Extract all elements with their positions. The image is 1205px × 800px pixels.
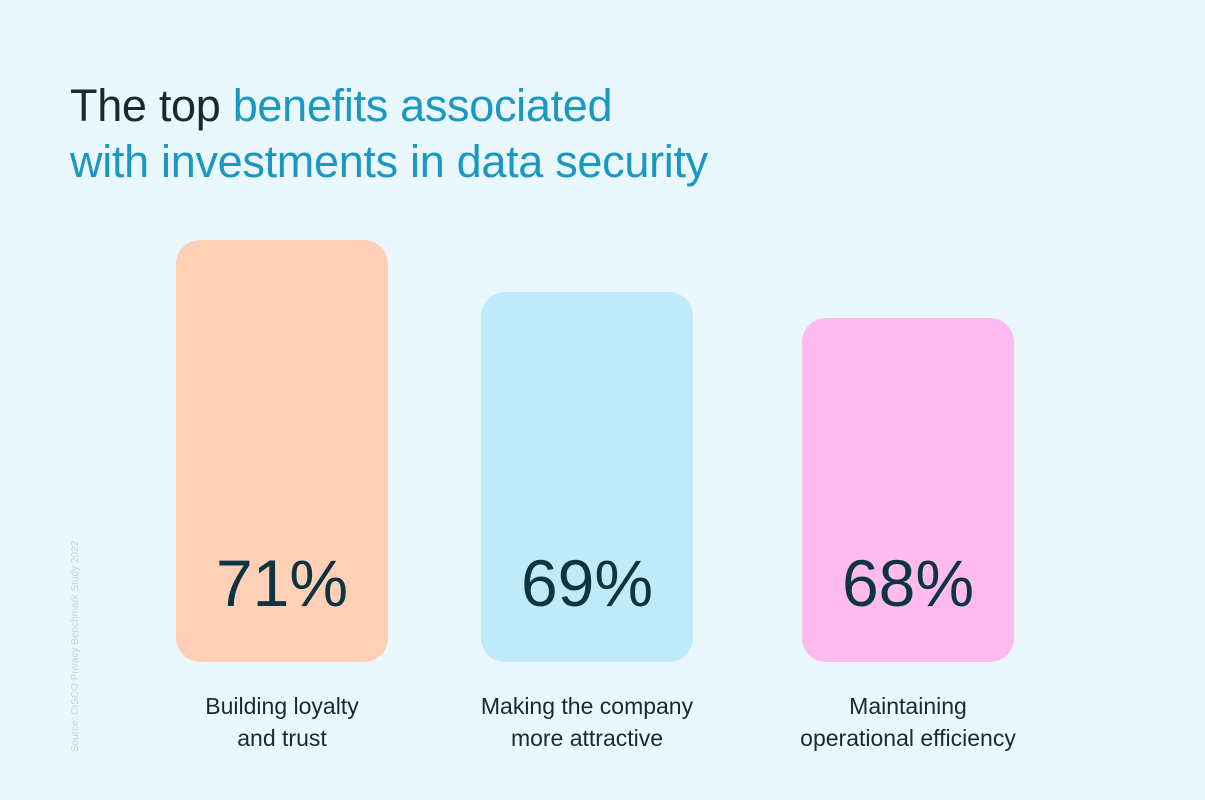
category-label-line: Building loyalty <box>205 693 359 719</box>
data-label: 68% <box>841 546 975 620</box>
category-label-line: Making the company <box>480 693 694 719</box>
chart-title: The top benefits associated with investm… <box>70 78 708 190</box>
bar-1 <box>176 240 388 662</box>
title-highlight-line2: with investments in data security <box>70 136 708 187</box>
data-label: 71% <box>215 546 349 620</box>
bar-3 <box>802 318 1014 662</box>
bar-2 <box>481 292 693 662</box>
category-label-line: operational efficiency <box>800 725 1016 751</box>
category-label: Maintaining operational efficiency <box>758 690 1058 754</box>
category-label: Making the company more attractive <box>437 690 737 754</box>
category-label-line: more attractive <box>510 725 664 751</box>
category-label-line: Maintaining <box>849 693 967 719</box>
data-label: 69% <box>520 546 654 620</box>
category-label: Building loyalty and trust <box>132 690 432 754</box>
source-note: Source: CISCO Privacy Benchmark Study 20… <box>70 540 81 752</box>
title-plain: The top <box>70 80 233 131</box>
title-highlight: benefits associated <box>232 80 613 131</box>
category-label-line: and trust <box>237 725 327 751</box>
